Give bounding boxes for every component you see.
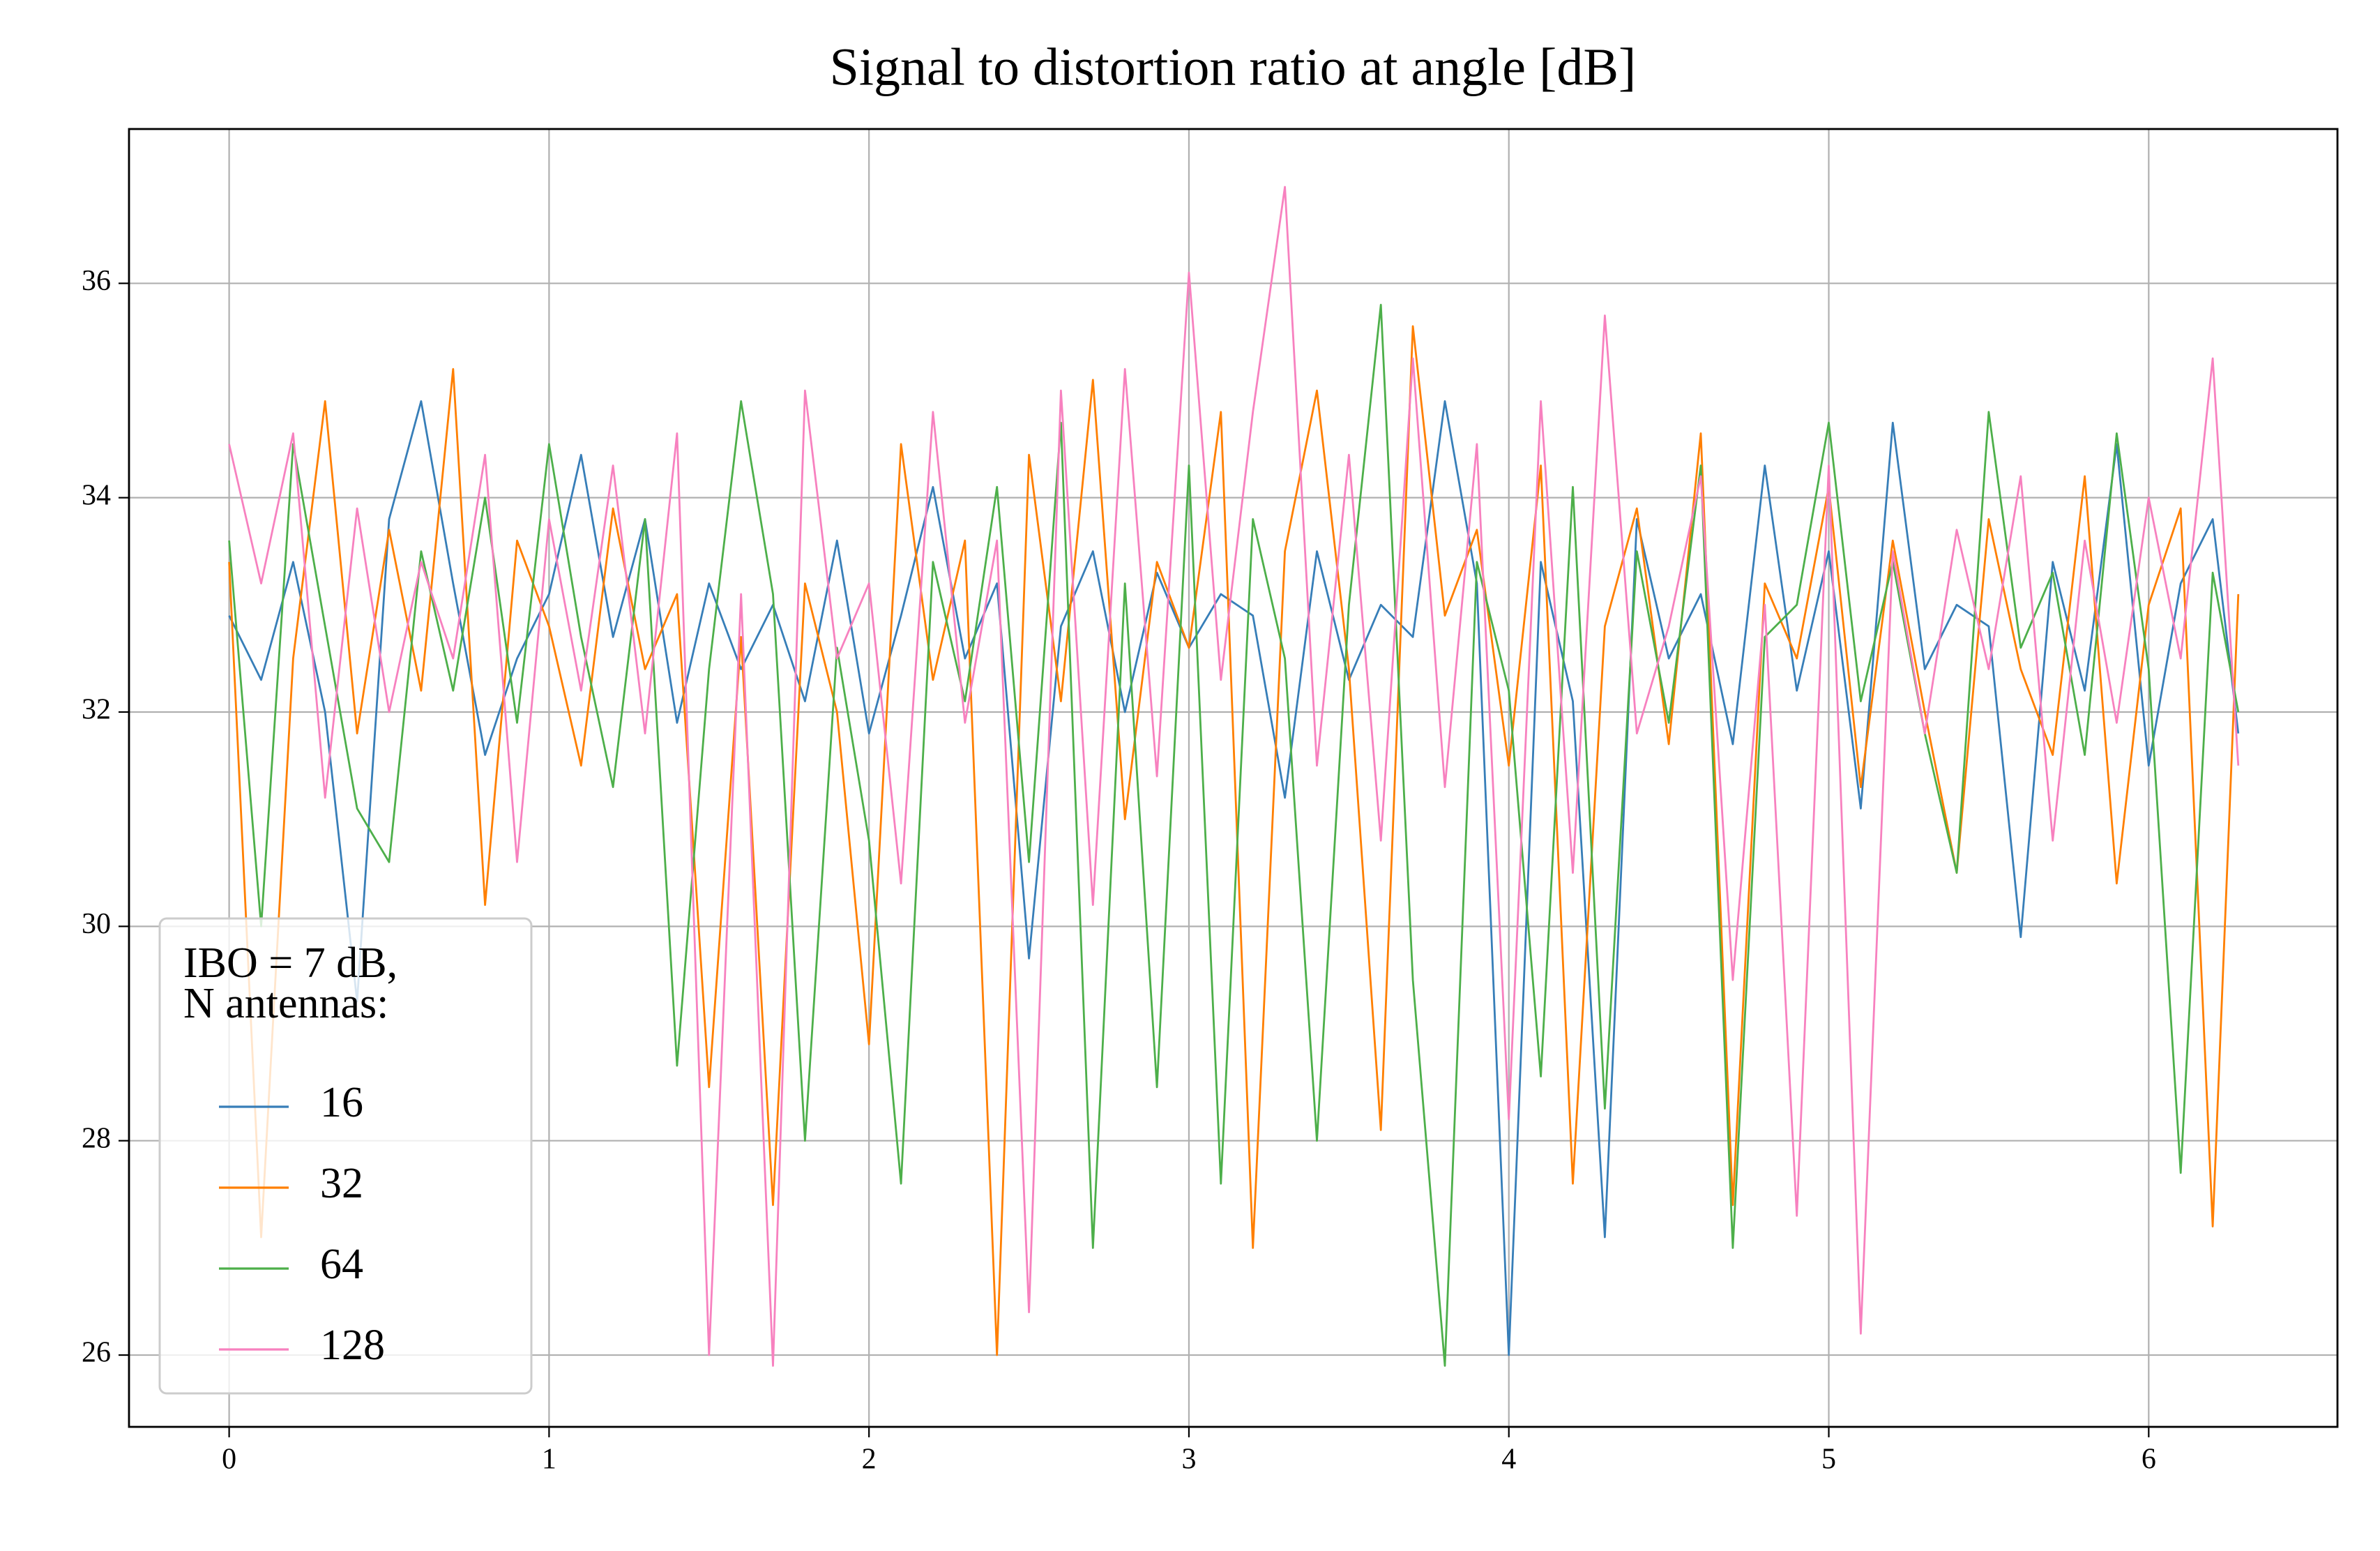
legend-label: 128 bbox=[320, 1322, 385, 1369]
legend-label: 64 bbox=[320, 1241, 363, 1288]
chart-title: Signal to distortion ratio at angle [dB] bbox=[830, 38, 1637, 96]
y-tick-label: 34 bbox=[82, 479, 111, 511]
y-tick-label: 26 bbox=[82, 1337, 111, 1369]
y-tick-label: 32 bbox=[82, 694, 111, 726]
legend-title: IBO = 7 dB, bbox=[183, 939, 397, 987]
x-tick-label: 1 bbox=[542, 1444, 556, 1476]
legend-box bbox=[158, 917, 533, 1395]
data-line bbox=[228, 325, 2240, 1356]
x-tick-label: 4 bbox=[1501, 1444, 1516, 1476]
data-line bbox=[228, 186, 2240, 1367]
legend: IBO = 7 dB,N antennas: 16 32 64 128 bbox=[158, 917, 533, 1395]
legend-label: 16 bbox=[320, 1079, 363, 1126]
plot-frame bbox=[128, 128, 2339, 1428]
y-tick-label: 36 bbox=[82, 265, 111, 297]
legend-title: N antennas: bbox=[183, 980, 388, 1027]
x-tick-label: 3 bbox=[1181, 1444, 1196, 1476]
y-tick-label: 28 bbox=[82, 1122, 111, 1154]
x-tick-label: 5 bbox=[1821, 1444, 1836, 1476]
y-tick-label: 30 bbox=[82, 908, 111, 940]
x-tick-label: 0 bbox=[222, 1444, 236, 1476]
legend-label: 32 bbox=[320, 1160, 363, 1207]
x-tick-label: 2 bbox=[862, 1444, 877, 1476]
x-tick-label: 6 bbox=[2142, 1444, 2156, 1476]
data-line bbox=[228, 400, 2240, 1356]
